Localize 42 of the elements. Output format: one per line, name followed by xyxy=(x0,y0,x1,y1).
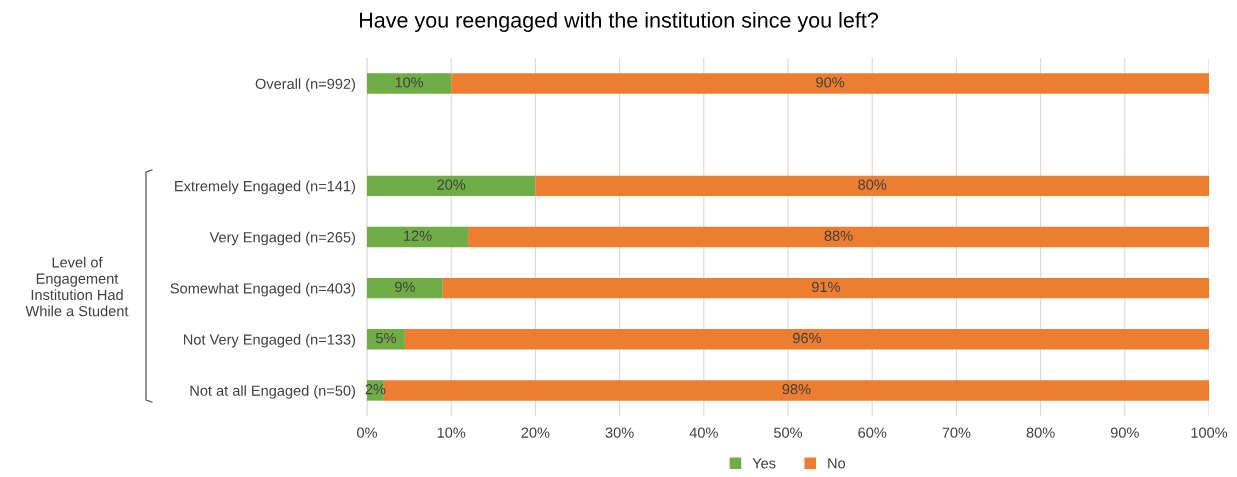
chart-title: Have you reengaged with the institution since you left? xyxy=(360,11,879,33)
bar xyxy=(367,73,452,94)
x-tick-label: 20% xyxy=(521,427,550,438)
y-tick-label: Not Very Engaged (n=133) xyxy=(184,334,355,348)
y-tick-label: Extremely Engaged (n=141) xyxy=(175,180,355,195)
legend-label: No xyxy=(828,458,846,469)
y-tick-label: Somewhat Engaged (n=403) xyxy=(170,282,355,297)
x-tick-label: 0% xyxy=(357,427,378,438)
data-label: 5% xyxy=(375,332,396,344)
x-tick-label: 70% xyxy=(942,427,971,438)
x-tick-label: 60% xyxy=(858,427,887,438)
x-tick-label: 80% xyxy=(1026,427,1055,438)
bar xyxy=(367,226,469,248)
x-tick-label: 90% xyxy=(1110,427,1139,438)
text: Level of Engagement Institution Had While a Student xyxy=(25,256,129,317)
data-label: 9% xyxy=(395,281,415,293)
bar xyxy=(404,329,1209,350)
data-label: 88% xyxy=(824,230,853,241)
legend-label: Yes xyxy=(752,458,776,469)
bar xyxy=(468,226,1209,248)
bar xyxy=(367,175,536,197)
y-tick-label: Not at all Engaged (n=50) xyxy=(190,385,355,399)
x-tick-label: 30% xyxy=(605,427,634,438)
bar xyxy=(442,277,1209,299)
data-label: 10% xyxy=(395,77,424,88)
y-tick-label: Very Engaged (n=265) xyxy=(209,231,355,246)
y-tick-label: Overall (n=992) xyxy=(255,78,355,92)
bar xyxy=(367,329,405,350)
data-label: 20% xyxy=(437,179,466,190)
x-tick-label: 100% xyxy=(1191,427,1228,438)
data-label: 90% xyxy=(816,77,845,88)
data-label: 98% xyxy=(782,384,811,395)
x-tick-label: 40% xyxy=(689,427,718,438)
data-label: 91% xyxy=(811,281,840,293)
bar xyxy=(535,175,1209,197)
bar xyxy=(451,73,1209,94)
x-tick-label: 50% xyxy=(773,427,803,438)
x-tick-label: 10% xyxy=(437,427,466,438)
bar xyxy=(367,277,443,299)
data-label: 96% xyxy=(793,332,822,344)
data-label: 80% xyxy=(858,179,887,190)
data-label: 12% xyxy=(404,230,432,241)
